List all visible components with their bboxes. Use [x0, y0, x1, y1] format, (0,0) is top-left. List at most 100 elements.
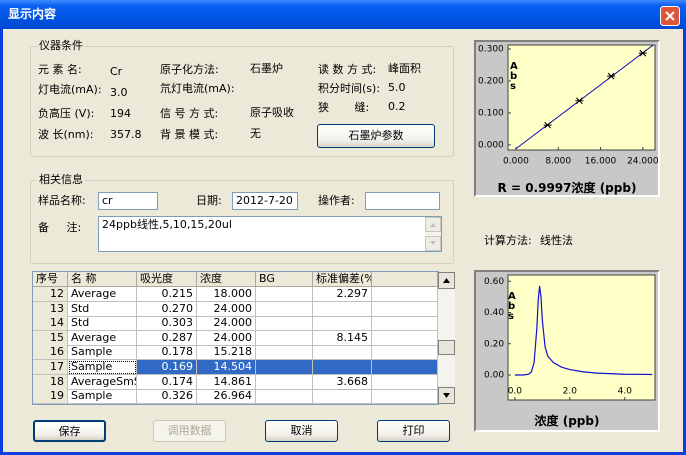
- row-number: 17: [33, 360, 68, 375]
- calibration-panel: 0.000 0.100 0.200 0.300 0.000 8.000 16.000 24.0…: [474, 40, 660, 197]
- field-label: 负高压 (V):: [38, 107, 95, 120]
- close-button[interactable]: [660, 6, 680, 26]
- table-cell: [372, 389, 438, 404]
- field-value: 5.0: [388, 81, 406, 94]
- field-label: 原子化方法:: [160, 63, 219, 76]
- print-button[interactable]: 打印: [377, 420, 450, 442]
- peak-panel: 0.00 0.20 0.40 0.60 0.0 2.0 4.0 Abs 浓度 (ppb): [474, 270, 660, 432]
- table-cell: 3.668: [313, 374, 372, 390]
- data-point: [638, 49, 647, 57]
- table-cell: Std: [68, 316, 137, 332]
- date-input[interactable]: 2012-7-20: [232, 192, 298, 210]
- group-legend: 仪器条件: [37, 39, 85, 53]
- data-table: 序号名 称吸光度 浓度 BG 标准偏差(% 12 Average 0.215 18.000 2.…: [32, 271, 439, 405]
- table-cell: [372, 287, 438, 302]
- table-cell: [256, 287, 313, 302]
- field-label: 狭 缝:: [318, 101, 370, 114]
- title-bar: 显示内容: [0, 0, 686, 29]
- table-cell: [313, 345, 372, 361]
- table-cell: [313, 301, 372, 317]
- y-tick-label: 0.20: [484, 339, 504, 349]
- data-point: [543, 121, 552, 129]
- table-cell: 0.178: [137, 345, 197, 361]
- table-cell: 14.504: [197, 360, 256, 375]
- table-cell: 0.270: [137, 301, 197, 317]
- save-button[interactable]: 保存: [33, 420, 106, 442]
- table-cell: 0.174: [137, 374, 197, 390]
- field-label: 操作者:: [318, 194, 355, 207]
- x-tick-label: 0.000: [503, 157, 529, 167]
- peak-chart: 0.00 0.20 0.40 0.60 0.0 2.0 4.0: [484, 274, 656, 401]
- column-header: 标准偏差(%: [313, 272, 372, 287]
- table-cell: [256, 389, 313, 404]
- table-cell: 14.861: [197, 374, 256, 390]
- column-header: 序号: [33, 272, 68, 287]
- table-scrollbar[interactable]: [438, 272, 455, 404]
- field-value: 原子吸收: [250, 106, 294, 119]
- info-group: [30, 180, 454, 264]
- furnace-params-button[interactable]: 石墨炉参数: [317, 124, 435, 148]
- remark-input[interactable]: 24ppb线性,5,10,15,20ul: [98, 216, 442, 252]
- table-cell: [256, 330, 313, 346]
- y-axis-label: Abs: [510, 61, 518, 92]
- field-value: Cr: [110, 65, 123, 78]
- table-cell: [372, 330, 438, 346]
- field-value: 194: [110, 107, 131, 120]
- table-cell: 0.303: [137, 316, 197, 332]
- table-cell: Sample: [68, 389, 137, 404]
- fit-line: [515, 45, 654, 150]
- cancel-button[interactable]: 取消: [265, 420, 338, 442]
- field-value: 357.8: [110, 128, 142, 141]
- table-cell: [256, 345, 313, 361]
- y-tick-label: 0.60: [484, 277, 504, 287]
- table-cell: Sample: [68, 360, 137, 375]
- table-cell: 0.215: [137, 287, 197, 302]
- y-tick-label: 0.000: [478, 140, 504, 150]
- table-cell: [372, 301, 438, 317]
- field-label: 元 素 名:: [38, 63, 82, 76]
- table-cell: [372, 360, 438, 375]
- table-cell: 18.000: [197, 287, 256, 302]
- table-cell: 2.297: [313, 287, 372, 302]
- column-header: 浓度: [197, 272, 256, 287]
- table-cell: 24.000: [197, 316, 256, 332]
- plot-area: [507, 274, 656, 401]
- table-cell: Sample: [68, 345, 137, 361]
- table-cell: 24.000: [197, 301, 256, 317]
- column-header: 名 称: [68, 272, 137, 287]
- table-cell: [372, 316, 438, 332]
- field-value: 峰面积: [388, 62, 421, 75]
- column-header: [372, 272, 438, 287]
- field-value: 0.2: [388, 100, 406, 113]
- row-number: 14: [33, 316, 68, 332]
- remark-text: 24ppb线性,5,10,15,20ul: [102, 218, 232, 231]
- x-axis-label: 浓度 (ppb): [571, 181, 637, 195]
- y-tick-label: 0.100: [478, 108, 504, 118]
- operator-input[interactable]: [365, 192, 440, 210]
- instrument-group: [30, 46, 454, 157]
- sample-input[interactable]: cr: [98, 192, 158, 210]
- field-label: 日期:: [196, 194, 222, 207]
- x-tick-label: 2.0: [563, 387, 578, 397]
- field-label: 备 注:: [38, 221, 82, 234]
- field-label: 波 长(nm):: [38, 128, 94, 141]
- table-cell: [256, 360, 313, 375]
- x-tick-label: 0.0: [508, 387, 523, 397]
- field-label: 读 数 方 式:: [318, 63, 377, 76]
- row-number: 16: [33, 345, 68, 361]
- remark-scrollbar: [425, 217, 441, 251]
- x-axis-label: 浓度 (ppb): [534, 414, 600, 428]
- field-label: 氘灯电流(mA):: [160, 82, 235, 95]
- table-cell: [313, 389, 372, 404]
- row-number: 18: [33, 374, 68, 390]
- load-button: 调用数据: [153, 420, 226, 442]
- r-value: R = 0.9997: [497, 181, 572, 195]
- row-number: 19: [33, 389, 68, 404]
- table-cell: AverageSmSa: [68, 374, 137, 390]
- y-tick-label: 0.00: [484, 371, 504, 381]
- field-value: 石墨炉: [250, 62, 283, 75]
- table-cell: 0.287: [137, 330, 197, 346]
- field-label: 积分时间(s):: [318, 82, 381, 95]
- row-number: 15: [33, 330, 68, 346]
